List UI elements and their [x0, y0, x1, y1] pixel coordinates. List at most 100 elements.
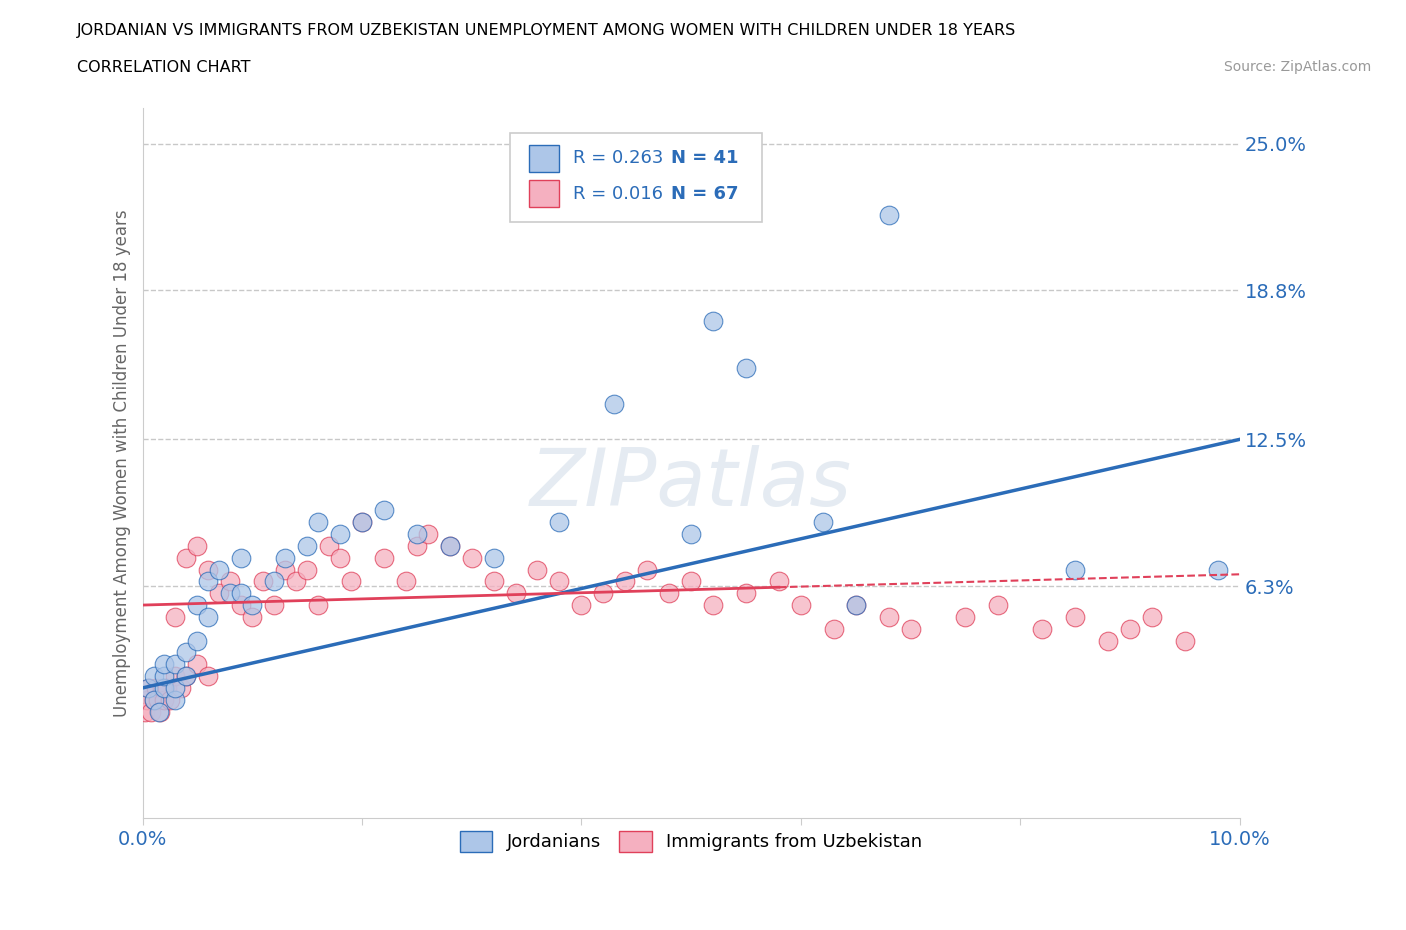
Y-axis label: Unemployment Among Women with Children Under 18 years: Unemployment Among Women with Children U…	[114, 209, 131, 717]
Point	[614, 574, 637, 589]
Point	[295, 562, 318, 577]
Point	[240, 598, 263, 613]
Point	[460, 551, 482, 565]
Point	[142, 669, 165, 684]
Point	[156, 681, 179, 696]
Point	[681, 574, 703, 589]
Point	[231, 598, 253, 613]
Point	[165, 609, 187, 624]
Point	[153, 692, 176, 707]
Point	[219, 574, 242, 589]
Point	[877, 609, 900, 624]
Point	[165, 657, 187, 671]
Point	[350, 515, 373, 530]
Point	[329, 551, 352, 565]
Point	[526, 562, 548, 577]
FancyBboxPatch shape	[510, 133, 762, 221]
Point	[658, 586, 681, 601]
Point	[569, 598, 592, 613]
Point	[1140, 609, 1163, 624]
Point	[395, 574, 418, 589]
Point	[153, 657, 176, 671]
Point	[373, 503, 395, 518]
Point	[1206, 562, 1229, 577]
Point	[505, 586, 527, 601]
Point	[900, 621, 922, 636]
Text: N = 67: N = 67	[671, 185, 738, 203]
Point	[285, 574, 308, 589]
Text: CORRELATION CHART: CORRELATION CHART	[77, 60, 250, 75]
Point	[186, 598, 208, 613]
Point	[165, 669, 187, 684]
Point	[263, 574, 285, 589]
Point	[790, 598, 813, 613]
Point	[135, 692, 157, 707]
Point	[136, 681, 159, 696]
Point	[149, 704, 172, 719]
Point	[482, 551, 505, 565]
Point	[340, 574, 363, 589]
Point	[150, 681, 173, 696]
Point	[307, 515, 329, 530]
Point	[735, 586, 758, 601]
Point	[823, 621, 845, 636]
Point	[146, 692, 169, 707]
Point	[176, 669, 198, 684]
Point	[263, 598, 285, 613]
Text: R = 0.263: R = 0.263	[572, 150, 664, 167]
Point	[197, 562, 219, 577]
Point	[145, 681, 167, 696]
Point	[405, 538, 427, 553]
Point	[987, 598, 1010, 613]
Point	[845, 598, 868, 613]
Point	[231, 586, 253, 601]
Text: R = 0.016: R = 0.016	[572, 185, 662, 203]
Text: JORDANIAN VS IMMIGRANTS FROM UZBEKISTAN UNEMPLOYMENT AMONG WOMEN WITH CHILDREN U: JORDANIAN VS IMMIGRANTS FROM UZBEKISTAN …	[77, 23, 1017, 38]
Point	[252, 574, 274, 589]
Text: Source: ZipAtlas.com: Source: ZipAtlas.com	[1223, 60, 1371, 74]
Point	[1031, 621, 1053, 636]
Point	[439, 538, 461, 553]
Point	[548, 574, 571, 589]
Point	[845, 598, 868, 613]
Point	[142, 692, 165, 707]
Point	[307, 598, 329, 613]
Point	[405, 526, 427, 541]
Point	[702, 313, 724, 328]
Point	[208, 562, 231, 577]
Point	[955, 609, 977, 624]
Point	[176, 551, 198, 565]
Point	[735, 361, 758, 376]
Point	[197, 669, 219, 684]
Point	[186, 538, 208, 553]
Point	[153, 681, 176, 696]
Point	[148, 704, 170, 719]
Point	[231, 551, 253, 565]
Point	[208, 586, 231, 601]
Bar	[529, 145, 560, 172]
Point	[153, 669, 176, 684]
Point	[350, 515, 373, 530]
Point	[329, 526, 352, 541]
Point	[274, 562, 297, 577]
Text: ZIPatlas: ZIPatlas	[530, 445, 852, 524]
Point	[548, 515, 571, 530]
Point	[141, 704, 163, 719]
Point	[1097, 633, 1119, 648]
Point	[811, 515, 834, 530]
Point	[1064, 562, 1087, 577]
Point	[170, 681, 193, 696]
Point	[165, 692, 187, 707]
Point	[295, 538, 318, 553]
Point	[877, 207, 900, 222]
Point	[592, 586, 614, 601]
Point	[1064, 609, 1087, 624]
Text: N = 41: N = 41	[671, 150, 738, 167]
Point	[1119, 621, 1142, 636]
Point	[142, 692, 165, 707]
Point	[681, 526, 703, 541]
Point	[416, 526, 439, 541]
Point	[318, 538, 340, 553]
Point	[482, 574, 505, 589]
Point	[219, 586, 242, 601]
